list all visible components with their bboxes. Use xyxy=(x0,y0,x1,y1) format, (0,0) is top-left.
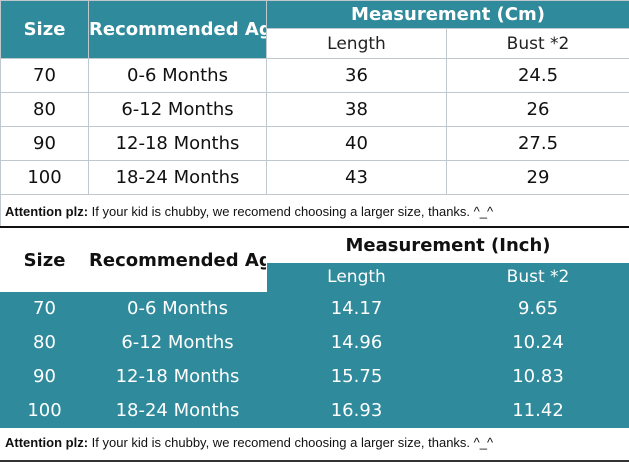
cm-length-cell: 40 xyxy=(266,126,447,161)
size-chart-inch-table: Size Recommended Age Measurement (Inch) … xyxy=(0,228,629,458)
inch-length-cell: 14.17 xyxy=(266,291,447,326)
attention-note-text: If your kid is chubby, we recomend choos… xyxy=(88,203,494,219)
attention-note-label: Attention plz: xyxy=(5,435,89,450)
cm-size-cell: 90 xyxy=(0,126,89,161)
table-divider xyxy=(0,226,629,228)
cm-header-row: Size Recommended Age Measurement (Cm) xyxy=(0,0,629,59)
cm-age-cell: 12-18 Months xyxy=(88,126,267,161)
cm-age-cell: 18-24 Months xyxy=(88,160,267,195)
inch-note-row: Attention plz: If your kid is chubby, we… xyxy=(0,427,629,458)
attention-note-text: If your kid is chubby, we recomend choos… xyxy=(88,435,494,450)
inch-bust-cell: 10.83 xyxy=(445,359,629,394)
inch-header-measurement: Measurement (Inch) xyxy=(265,228,629,263)
cm-header-size: Size xyxy=(0,0,89,59)
inch-size-cell: 100 xyxy=(0,393,89,428)
cm-bust-cell: 24.5 xyxy=(445,58,629,93)
cm-age-cell: 0-6 Months xyxy=(88,58,267,93)
inch-length-cell: 14.96 xyxy=(266,325,447,360)
cm-bust-cell: 26 xyxy=(445,92,629,127)
inch-bust-cell: 9.65 xyxy=(445,291,629,326)
cm-size-cell: 70 xyxy=(0,58,89,93)
table-row: 100 18-24 Months 43 29 xyxy=(0,160,629,195)
bottom-border xyxy=(0,460,629,462)
inch-age-cell: 12-18 Months xyxy=(88,359,267,394)
attention-note-label: Attention plz: xyxy=(5,203,89,219)
inch-size-cell: 70 xyxy=(0,291,89,326)
table-row: 80 6-12 Months 14.96 10.24 xyxy=(0,325,629,360)
cm-header-length: Length xyxy=(266,28,447,59)
cm-length-cell: 36 xyxy=(266,58,447,93)
table-row: 70 0-6 Months 14.17 9.65 xyxy=(0,291,629,326)
size-chart-cm-table: Size Recommended Age Measurement (Cm) Le… xyxy=(0,0,629,228)
cm-bust-cell: 27.5 xyxy=(445,126,629,161)
cm-bust-cell: 29 xyxy=(445,160,629,195)
inch-age-cell: 0-6 Months xyxy=(88,291,267,326)
cm-header-age: Recommended Age xyxy=(88,0,267,59)
inch-header-age: Recommended Age xyxy=(88,228,267,292)
table-row: 90 12-18 Months 40 27.5 xyxy=(0,126,629,161)
inch-age-cell: 6-12 Months xyxy=(88,325,267,360)
cm-size-cell: 80 xyxy=(0,92,89,127)
inch-length-cell: 16.93 xyxy=(266,393,447,428)
inch-bust-cell: 11.42 xyxy=(445,393,629,428)
inch-bust-cell: 10.24 xyxy=(445,325,629,360)
cm-header-bust: Bust *2 xyxy=(445,28,629,59)
inch-header-size: Size xyxy=(0,228,89,292)
cm-size-cell: 100 xyxy=(0,160,89,195)
inch-size-cell: 80 xyxy=(0,325,89,360)
inch-header-length: Length xyxy=(266,262,447,292)
cm-note-row: Attention plz: If your kid is chubby, we… xyxy=(0,194,629,228)
table-row: 70 0-6 Months 36 24.5 xyxy=(0,58,629,93)
inch-size-cell: 90 xyxy=(0,359,89,394)
table-row: 90 12-18 Months 15.75 10.83 xyxy=(0,359,629,394)
cm-header-measurement: Measurement (Cm) xyxy=(265,0,629,29)
inch-length-cell: 15.75 xyxy=(266,359,447,394)
inch-subheader-row: Length Bust *2 xyxy=(1,262,629,292)
cm-length-cell: 43 xyxy=(266,160,447,195)
table-row: 80 6-12 Months 38 26 xyxy=(0,92,629,127)
inch-header-row: Size Recommended Age Measurement (Inch) xyxy=(0,228,629,292)
cm-length-cell: 38 xyxy=(266,92,447,127)
inch-header-bust: Bust *2 xyxy=(445,262,629,292)
inch-age-cell: 18-24 Months xyxy=(88,393,267,428)
cm-age-cell: 6-12 Months xyxy=(88,92,267,127)
table-row: 100 18-24 Months 16.93 11.42 xyxy=(0,393,629,428)
attention-note: Attention plz: If your kid is chubby, we… xyxy=(0,427,629,458)
attention-note: Attention plz: If your kid is chubby, we… xyxy=(0,194,629,228)
